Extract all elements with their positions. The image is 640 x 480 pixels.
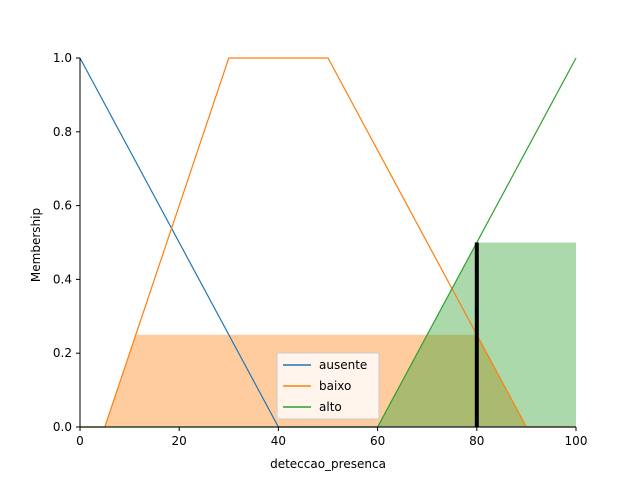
y-tick-label: 0.2 <box>53 346 72 360</box>
x-tick-label: 60 <box>370 434 385 448</box>
axes <box>79 58 576 428</box>
legend-box <box>276 352 380 420</box>
legend-label-alto: alto <box>319 400 342 414</box>
activation-fill-alto <box>80 242 576 427</box>
x-tick-label: 80 <box>469 434 484 448</box>
x-axis-label: deteccao_presenca <box>270 457 386 471</box>
x-tick-label: 20 <box>172 434 187 448</box>
legend-label-ausente: ausente <box>319 358 367 372</box>
ticks: 0 20 40 60 80 100 0.0 0.2 0.4 0.6 0.8 1.0 <box>53 51 588 448</box>
x-tick-label: 0 <box>76 434 84 448</box>
y-tick-label: 0.6 <box>53 199 72 213</box>
y-tick-label: 0.4 <box>53 272 72 286</box>
legend-label-baixo: baixo <box>319 379 351 393</box>
y-tick-label: 0.0 <box>53 420 72 434</box>
y-tick-label: 0.8 <box>53 125 72 139</box>
legend: ausente baixo alto <box>276 352 380 420</box>
x-tick-label: 40 <box>271 434 286 448</box>
y-axis-label: Membership <box>29 208 43 282</box>
y-tick-label: 1.0 <box>53 51 72 65</box>
x-tick-label: 100 <box>565 434 588 448</box>
